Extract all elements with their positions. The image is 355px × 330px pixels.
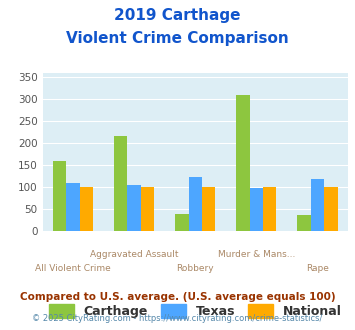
Text: All Violent Crime: All Violent Crime: [35, 264, 111, 273]
Bar: [236, 95, 250, 231]
Text: © 2025 CityRating.com - https://www.cityrating.com/crime-statistics/: © 2025 CityRating.com - https://www.city…: [32, 314, 323, 323]
Text: Murder & Mans...: Murder & Mans...: [218, 250, 295, 259]
Bar: [127, 185, 141, 231]
Text: Compared to U.S. average. (U.S. average equals 100): Compared to U.S. average. (U.S. average …: [20, 292, 335, 302]
Bar: [66, 182, 80, 231]
Text: 2019 Carthage: 2019 Carthage: [114, 8, 241, 23]
Text: Rape: Rape: [306, 264, 329, 273]
Bar: [80, 187, 93, 231]
Text: Aggravated Assault: Aggravated Assault: [90, 250, 179, 259]
Legend: Carthage, Texas, National: Carthage, Texas, National: [44, 299, 346, 323]
Bar: [175, 214, 189, 231]
Bar: [53, 161, 66, 231]
Bar: [202, 187, 215, 231]
Bar: [250, 188, 263, 231]
Bar: [311, 179, 324, 231]
Bar: [297, 215, 311, 231]
Text: Violent Crime Comparison: Violent Crime Comparison: [66, 31, 289, 46]
Bar: [141, 187, 154, 231]
Text: Robbery: Robbery: [176, 264, 214, 273]
Bar: [114, 136, 127, 231]
Bar: [189, 177, 202, 231]
Bar: [263, 187, 277, 231]
Bar: [324, 187, 338, 231]
